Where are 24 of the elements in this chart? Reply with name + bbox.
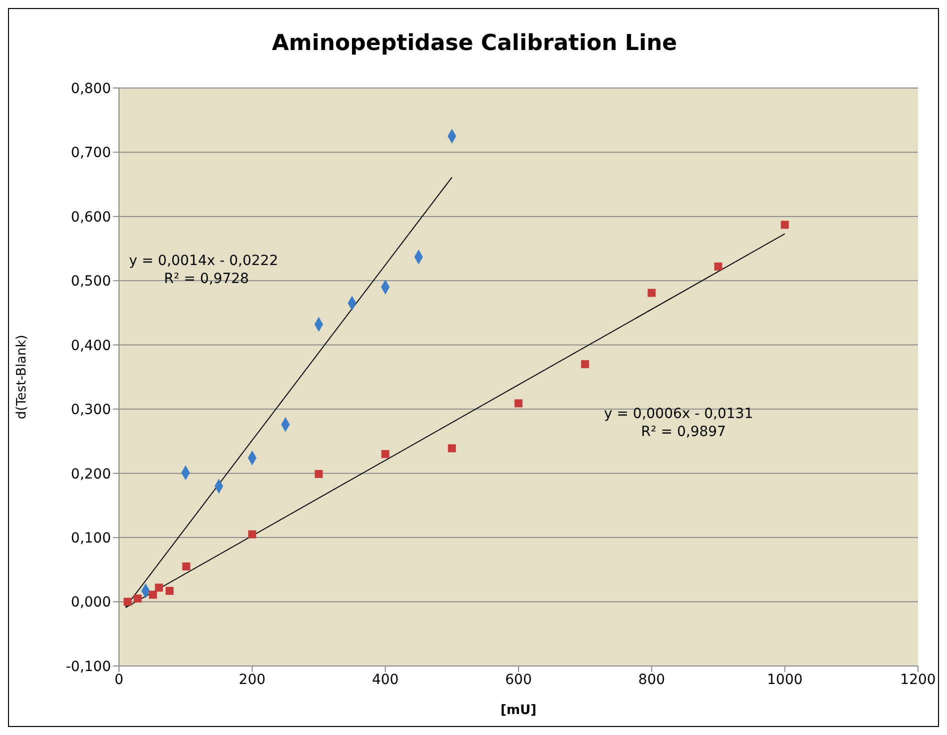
annotation: y = 0,0006x - 0,0131 (604, 406, 754, 422)
chart-title: Aminopeptidase Calibration Line (270, 31, 678, 56)
annotation: R² = 0,9728 (164, 271, 249, 287)
x-tick-label: 1200 (900, 672, 936, 688)
y-tick-label: 0,800 (70, 80, 111, 97)
y-tick-label: 0,300 (70, 402, 111, 418)
y-tick-label: -0,100 (66, 658, 111, 675)
annotation: y = 0,0014x - 0,0222 (129, 253, 278, 269)
y-tick-label: 0,100 (70, 530, 111, 547)
annotation: R² = 0,9897 (641, 424, 726, 440)
y-tick-label: 0,500 (70, 274, 111, 290)
x-axis-title: [mU] (500, 703, 536, 718)
y-tick-label: 0,600 (70, 209, 111, 226)
y-tick-label: 0,200 (70, 466, 111, 482)
x-tick-label: 0 (114, 672, 124, 688)
y-tick-label: 0,000 (70, 594, 111, 611)
x-tick-label: 1000 (767, 672, 803, 688)
x-tick-label: 400 (372, 672, 399, 688)
y-tick-label: 0,700 (70, 145, 111, 162)
x-tick-label: 600 (505, 672, 532, 688)
y-axis-title: d(Test-Blank) (14, 334, 30, 420)
y-tick-label: 0,400 (70, 338, 111, 354)
x-tick-label: 800 (638, 672, 666, 688)
x-tick-label: 200 (238, 672, 266, 688)
